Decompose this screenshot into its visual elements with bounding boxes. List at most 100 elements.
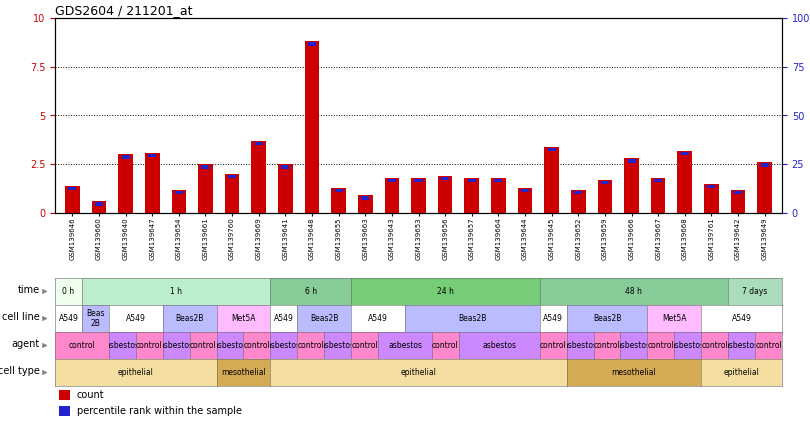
Bar [544, 147, 559, 213]
Bar [598, 180, 612, 213]
Text: 24 h: 24 h [437, 287, 454, 296]
Text: control: control [647, 341, 674, 350]
Bar [491, 178, 505, 213]
Bar [122, 155, 130, 159]
Text: cell line: cell line [2, 312, 40, 322]
Text: control: control [755, 341, 782, 350]
Bar [574, 190, 582, 194]
Bar [651, 178, 666, 213]
Bar [172, 190, 186, 213]
Bar [254, 142, 262, 145]
Bar [331, 188, 346, 213]
Text: control: control [69, 341, 96, 350]
Text: control: control [297, 341, 324, 350]
Text: Beas2B: Beas2B [458, 314, 487, 323]
Bar [761, 163, 769, 167]
Bar [464, 178, 479, 213]
Bar [441, 177, 450, 180]
Text: asbestos: asbestos [266, 341, 301, 350]
Bar [548, 148, 556, 151]
Text: asbestos: asbestos [160, 341, 193, 350]
Text: time: time [18, 285, 40, 295]
Bar [95, 202, 103, 206]
Text: 7 days: 7 days [743, 287, 768, 296]
Bar [65, 186, 79, 213]
Bar [148, 154, 156, 157]
Bar [335, 189, 343, 192]
Bar [707, 185, 715, 188]
Bar [58, 406, 70, 416]
Text: cell type: cell type [0, 366, 40, 376]
Bar [92, 201, 106, 213]
Text: asbestos: asbestos [105, 341, 139, 350]
Bar [305, 41, 319, 213]
Bar [494, 179, 502, 182]
Bar [198, 164, 213, 213]
Text: epithelial: epithelial [401, 368, 437, 377]
Text: asbestos: asbestos [671, 341, 705, 350]
Text: Beas
2B: Beas 2B [86, 309, 104, 328]
Text: A549: A549 [58, 314, 79, 323]
Text: Beas2B: Beas2B [310, 314, 339, 323]
Bar [358, 195, 373, 213]
Bar [521, 189, 529, 192]
Bar [278, 164, 292, 213]
Text: control: control [352, 341, 378, 350]
Text: control: control [701, 341, 728, 350]
Bar [518, 188, 532, 213]
Text: control: control [136, 341, 163, 350]
Text: control: control [244, 341, 271, 350]
Bar [731, 190, 745, 213]
Bar [361, 196, 369, 200]
Bar [175, 190, 183, 194]
Text: asbestos: asbestos [725, 341, 759, 350]
Bar [145, 153, 160, 213]
Bar [438, 176, 453, 213]
Text: mesothelial: mesothelial [612, 368, 656, 377]
Bar [467, 179, 475, 182]
Text: Beas2B: Beas2B [176, 314, 204, 323]
Text: count: count [77, 390, 104, 400]
Text: A549: A549 [126, 314, 146, 323]
Bar [704, 184, 718, 213]
Bar [601, 181, 609, 184]
Text: control: control [539, 341, 566, 350]
Bar [308, 42, 316, 46]
Text: asbestos: asbestos [563, 341, 597, 350]
Text: agent: agent [11, 339, 40, 349]
Text: A549: A549 [731, 314, 752, 323]
Text: Beas2B: Beas2B [593, 314, 621, 323]
Text: 6 h: 6 h [305, 287, 317, 296]
Bar [625, 159, 639, 213]
Text: control: control [432, 341, 458, 350]
Text: A549: A549 [274, 314, 294, 323]
Text: 1 h: 1 h [170, 287, 182, 296]
Bar [415, 179, 423, 182]
Text: mesothelial: mesothelial [221, 368, 266, 377]
Text: asbestos: asbestos [482, 341, 516, 350]
Bar [388, 179, 396, 182]
Text: control: control [190, 341, 216, 350]
Text: Met5A: Met5A [662, 314, 687, 323]
Bar [281, 165, 289, 169]
Bar [228, 175, 237, 178]
Text: asbestos: asbestos [617, 341, 651, 350]
Text: epithelial: epithelial [117, 368, 154, 377]
Text: asbestos: asbestos [213, 341, 247, 350]
Bar [411, 178, 426, 213]
Text: 0 h: 0 h [62, 287, 75, 296]
Bar [68, 186, 76, 190]
Text: A549: A549 [369, 314, 388, 323]
Text: percentile rank within the sample: percentile rank within the sample [77, 406, 242, 416]
Bar [734, 190, 742, 194]
Text: epithelial: epithelial [723, 368, 760, 377]
Bar [224, 174, 240, 213]
Text: Met5A: Met5A [231, 314, 256, 323]
Bar [202, 165, 210, 169]
Bar [677, 151, 692, 213]
Bar [628, 159, 636, 163]
Text: 48 h: 48 h [625, 287, 642, 296]
Text: GDS2604 / 211201_at: GDS2604 / 211201_at [55, 4, 193, 17]
Bar [680, 151, 688, 155]
Bar [571, 190, 586, 213]
